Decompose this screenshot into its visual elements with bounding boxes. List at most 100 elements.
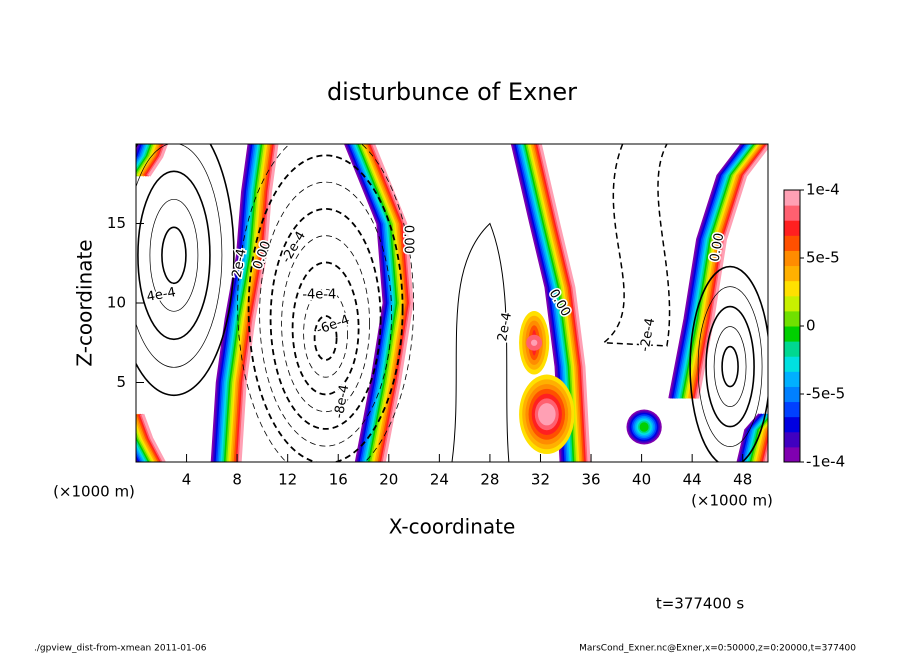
- colorbar-cell: [784, 371, 800, 387]
- filled-contour: [535, 144, 588, 462]
- contour-line: [313, 315, 338, 361]
- y-unit: (×1000 m): [53, 483, 135, 501]
- x-tick-label: 36: [581, 471, 600, 489]
- contour-line: [291, 261, 360, 396]
- plot-area: [136, 144, 768, 462]
- filled-contour: [532, 144, 584, 462]
- contour-label: -2e-4: [638, 317, 659, 353]
- filled-contour: [232, 144, 272, 462]
- contour-line: [697, 286, 763, 447]
- x-tick-label: 24: [430, 471, 449, 489]
- y-tick-label: 15: [107, 214, 126, 232]
- filled-contour: [537, 144, 589, 462]
- filled-contour: [355, 144, 398, 462]
- filled-blob: [530, 339, 538, 346]
- contour-line: [161, 226, 187, 285]
- colorbar-cell: [784, 326, 800, 342]
- contour-line: [601, 144, 671, 347]
- filled-contour: [227, 144, 268, 462]
- time-annotation: t=377400 s: [656, 595, 744, 613]
- contour-line: [451, 222, 510, 462]
- contour-label: -6e-4: [315, 312, 352, 338]
- filled-contour: [749, 417, 768, 462]
- contour-line: [237, 144, 414, 462]
- filled-contour: [360, 144, 403, 462]
- contour-line: [149, 198, 199, 312]
- contour-line: [689, 265, 768, 462]
- colorbar-cell: [784, 446, 800, 463]
- contour-line: [303, 288, 349, 378]
- filled-contour: [215, 144, 256, 462]
- colorbar-cell: [784, 295, 800, 312]
- contour-label: 4e-4: [146, 285, 177, 305]
- filled-contour: [350, 144, 393, 462]
- colorbar-cell: [784, 431, 800, 448]
- y-tick-label: 10: [107, 294, 126, 312]
- filled-contour: [230, 144, 271, 462]
- filled-contour: [223, 144, 264, 462]
- filled-contour: [233, 144, 274, 462]
- contour-line: [137, 170, 211, 341]
- filled-contour: [363, 144, 406, 462]
- filled-blob: [537, 403, 556, 426]
- colorbar-cell: [784, 265, 800, 282]
- contour-label: -8e-4: [332, 384, 353, 420]
- colorbar-cell: [784, 416, 800, 433]
- filled-contour: [756, 424, 768, 462]
- x-axis-label: X-coordinate: [389, 515, 516, 539]
- filled-contour: [759, 428, 768, 462]
- filled-contour: [368, 144, 411, 462]
- filled-contour: [235, 144, 276, 462]
- colorbar-tick-label: 5e-5: [806, 249, 840, 267]
- x-tick-label: 8: [232, 471, 242, 489]
- colorbar-cell: [784, 401, 800, 418]
- colorbar-cell: [784, 250, 800, 267]
- y-axis-label: Z-coordinate: [73, 239, 97, 366]
- x-unit: (×1000 m): [691, 492, 773, 510]
- y-tick-label: 5: [116, 373, 126, 391]
- filled-contour: [370, 144, 412, 462]
- filled-contour: [136, 454, 140, 462]
- x-tick-label: 16: [329, 471, 348, 489]
- x-tick-label: 4: [182, 471, 192, 489]
- filled-contour: [365, 144, 407, 462]
- filled-contour: [141, 413, 166, 462]
- filled-contour: [347, 144, 389, 462]
- x-tick-label: 12: [278, 471, 297, 489]
- contour-line: [705, 305, 755, 428]
- colorbar-cell: [784, 190, 800, 206]
- filled-contour: [136, 458, 138, 462]
- filled-contour: [238, 144, 279, 462]
- colorbar-tick-label: 0: [806, 317, 816, 335]
- filled-contour: [352, 144, 394, 462]
- filled-contour: [237, 144, 277, 462]
- colorbar-cell: [784, 280, 800, 297]
- x-tick-label: 48: [733, 471, 752, 489]
- filled-blob: [639, 422, 649, 432]
- filled-contour: [212, 144, 253, 462]
- filled-contour: [527, 144, 580, 462]
- filled-contour: [757, 426, 768, 462]
- contour-line: [259, 181, 393, 447]
- filled-contour: [367, 144, 409, 462]
- contour-label: 2e-4: [495, 311, 515, 342]
- colorbar-cell: [784, 310, 800, 327]
- contour-line: [136, 144, 223, 368]
- contour-line: [281, 235, 371, 413]
- x-tick-label: 32: [531, 471, 550, 489]
- footer-right: MarsCond_Exner.nc@Exner,x=0:50000,z=0:20…: [579, 644, 856, 654]
- contour-label: 2e-4: [230, 248, 250, 279]
- filled-contour: [528, 144, 581, 462]
- filled-contour: [147, 144, 169, 177]
- filled-contour: [533, 144, 586, 462]
- x-tick-label: 20: [379, 471, 398, 489]
- colorbar-cell: [784, 386, 800, 403]
- colorbar-cell: [784, 205, 800, 221]
- filled-contour: [214, 144, 254, 462]
- filled-contour: [753, 421, 768, 462]
- filled-contour: [357, 144, 399, 462]
- filled-contour: [762, 440, 768, 462]
- filled-contour: [345, 144, 388, 462]
- colorbar-tick-label: -1e-4: [806, 453, 845, 471]
